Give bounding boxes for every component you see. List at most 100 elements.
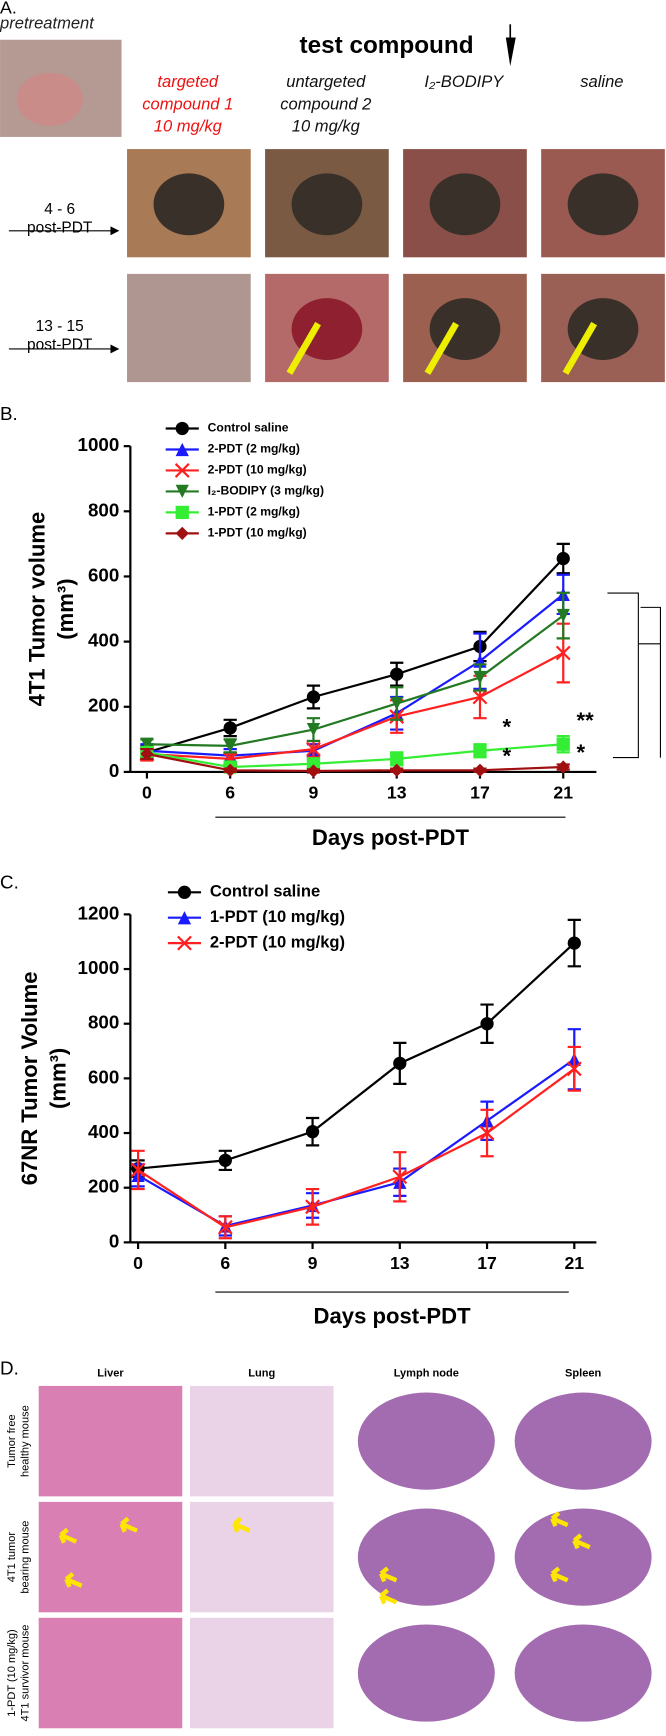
x-axis-label: Days post-PDT [314,1303,472,1328]
x-tick-label: 13 [390,1253,410,1273]
y-axis-label: (mm³) [53,578,78,639]
series [131,1028,581,1237]
y-tick-label: 200 [88,695,119,716]
bracket [607,592,661,759]
row-label: 4 - 6 [44,201,75,218]
column-label: Liver [97,1368,124,1380]
y-axis-label: 67NR Tumor Volume [17,971,42,1185]
x-tick-label: 17 [477,1253,497,1273]
histology [357,1392,495,1490]
marker [555,645,571,661]
marker [480,1017,494,1031]
row-label: 1-PDT (10 mg/kg) [6,1629,18,1716]
x-tick-label: 13 [387,783,407,803]
row-label: 13 - 15 [36,318,84,335]
histology [189,1617,334,1729]
arrow [379,1566,398,1583]
y-tick-label: 1000 [78,434,120,455]
marker [392,1169,408,1185]
line [146,752,564,773]
y-tick-label: 400 [88,630,119,651]
layout [0,24,516,354]
histology [357,1508,495,1606]
arrow [379,1588,398,1605]
marker [306,722,321,737]
marker [174,463,190,478]
x-axis-label: Days post-PDT [312,825,470,850]
legend-label: Control saline [208,421,289,435]
x-tick-label: 9 [308,1253,318,1273]
legend-marker [175,526,189,541]
marker [473,744,487,758]
marker [306,757,321,771]
column-label: compound 1 [142,94,233,113]
marker [556,760,570,774]
x-tick-label: 21 [553,783,573,803]
marker [390,667,404,681]
row-label: post-PDT [27,220,93,237]
y-tick-label: 0 [109,760,119,781]
legend-marker [175,421,189,436]
marker [177,885,192,899]
row-label: bearing mouse [19,1521,31,1594]
marker [175,505,189,520]
marker [393,1056,407,1070]
arrow [286,321,321,375]
marker [306,690,321,704]
y-tick-label: 200 [88,1176,119,1197]
photo [16,72,83,126]
marker [472,689,488,705]
legend-marker [177,935,192,951]
marker [556,551,570,566]
marker [390,763,404,777]
marker [305,1199,320,1215]
histology [357,1624,495,1722]
arrow [110,344,120,354]
line [137,1067,575,1229]
legend-marker [175,505,189,520]
x-tick-label: 6 [220,1253,230,1273]
histology [514,1508,652,1606]
legend-marker [174,463,190,478]
legend-label: Control saline [210,882,320,901]
y-tick-label: 600 [88,1066,119,1087]
column-label: Spleen [565,1368,601,1380]
photo [429,173,501,236]
column-label: saline [580,72,623,91]
legend-marker [175,442,189,457]
label: pretreatment [0,14,95,33]
marker [306,764,321,778]
marker [566,1061,582,1077]
series [140,591,570,754]
column-label: untargeted [286,72,366,91]
arrow [119,1516,138,1533]
y-tick-label: 600 [88,564,119,585]
legend-label: 1-PDT (10 mg/kg) [210,907,345,926]
y-axis-label: (mm³) [46,1048,71,1109]
arrow [550,1566,569,1583]
row-label: 4T1 survivor mouse [19,1625,31,1722]
arrow [58,1527,78,1544]
x-tick-label: 0 [133,1253,143,1273]
series [130,1045,582,1240]
panel-label: A. [0,0,17,18]
photo [127,273,251,383]
marker [175,526,189,541]
histology [514,1624,652,1722]
line [146,557,565,754]
heading: test compound [300,32,474,59]
line [146,614,564,747]
panel-label: D. [0,1357,19,1378]
annotation: ** [577,708,595,733]
line [146,743,564,769]
marker [218,1153,232,1167]
annotation: * [577,740,586,765]
arrow [232,1516,251,1533]
histology [189,1501,334,1613]
annotation: * [503,715,512,740]
line [137,1058,575,1228]
legend-marker [177,885,192,899]
marker [223,739,237,753]
histology [189,1385,334,1497]
y-tick-label: 800 [88,1012,119,1033]
